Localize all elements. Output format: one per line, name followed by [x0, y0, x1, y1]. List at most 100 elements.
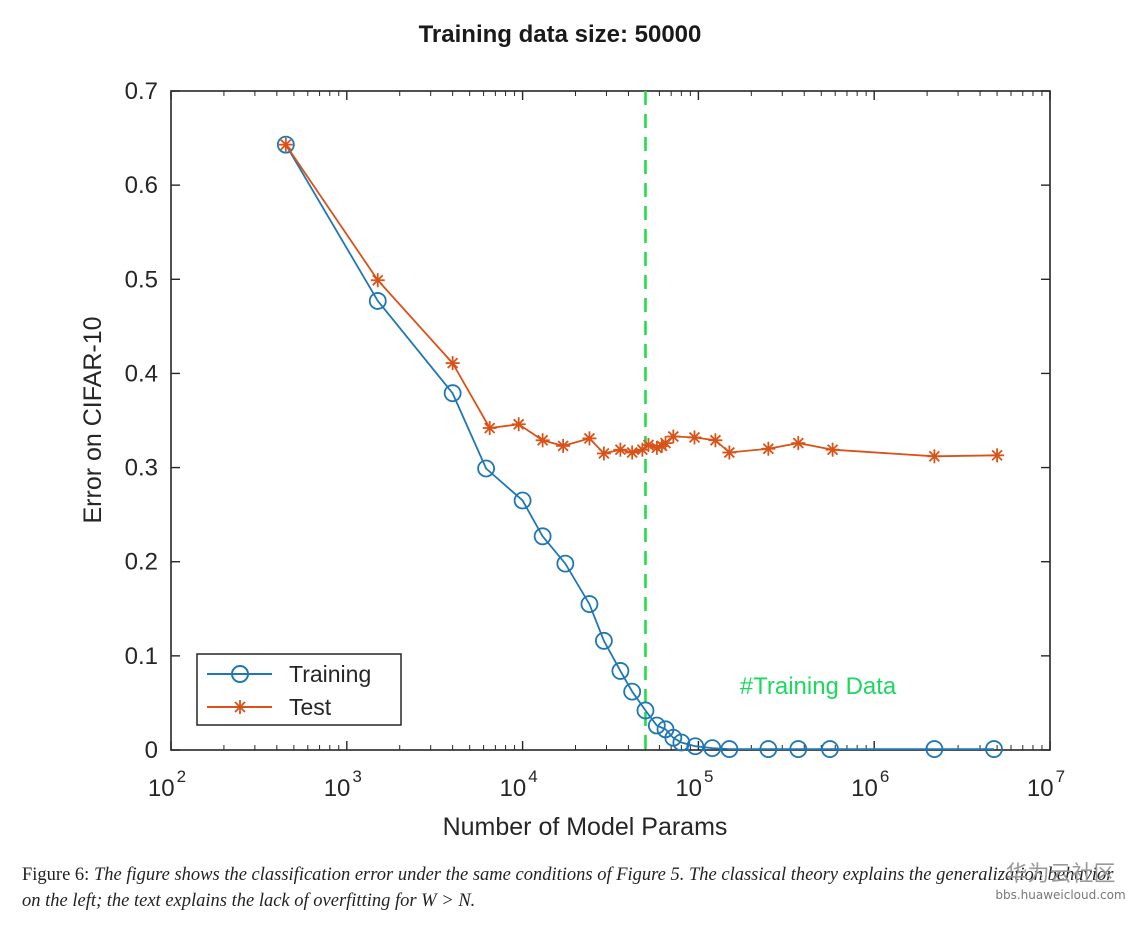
training-point — [985, 740, 1003, 758]
x-tick-exponent: 7 — [1056, 767, 1065, 786]
caption-text: The figure shows the classification erro… — [22, 865, 1114, 911]
y-tick-label: 0.1 — [125, 643, 158, 670]
star-stroke — [614, 444, 626, 456]
legend-training-marker — [231, 665, 249, 683]
star-stroke — [723, 446, 735, 459]
test-point — [445, 356, 460, 371]
test-point — [666, 429, 681, 444]
legend-box — [196, 653, 402, 726]
plot-frame — [170, 90, 1051, 751]
series-test — [278, 137, 1005, 464]
training-point — [580, 595, 599, 613]
y-axis-label: Error on CIFAR-10 — [79, 316, 107, 523]
training-point — [703, 739, 722, 758]
y-tick-label: 0.5 — [125, 266, 158, 293]
test-point — [658, 436, 673, 451]
y-tick-label: 0.6 — [125, 172, 158, 199]
star-stroke — [513, 418, 525, 430]
x-tick-exponent: 2 — [177, 767, 186, 786]
star-stroke — [762, 443, 774, 455]
star-stroke — [928, 450, 940, 462]
legend-test-label: Test — [289, 694, 332, 720]
test-point — [687, 430, 702, 445]
test-point — [708, 433, 723, 448]
axes-box — [170, 90, 1051, 751]
x-tick-label: 10 7 — [1027, 767, 1065, 802]
test-point — [278, 137, 293, 152]
star-stroke — [537, 434, 549, 446]
x-tick-exponent: 6 — [880, 767, 889, 786]
watermark-name: 华为云社区 — [1005, 862, 1116, 887]
test-point — [613, 442, 628, 457]
training-point — [636, 701, 655, 720]
x-tick-label: 10 2 — [148, 767, 186, 802]
training-point — [513, 491, 532, 510]
legend-test-star — [233, 700, 247, 714]
test-point — [825, 442, 840, 457]
training-point — [533, 527, 552, 546]
test-point — [722, 445, 737, 460]
star-stroke — [792, 437, 804, 449]
y-axis-ticks: 0 0.1 0.2 0.3 0.4 0.5 0.6 0.7 — [125, 78, 1050, 764]
x-axis-label: Number of Model Params — [443, 813, 728, 841]
test-point — [791, 436, 806, 451]
training-point — [720, 740, 739, 758]
x-tick-exponent: 4 — [528, 767, 537, 786]
training-point — [821, 740, 839, 758]
test-point — [990, 448, 1005, 463]
star-stroke — [636, 444, 648, 456]
training-point — [594, 631, 613, 650]
training-point — [686, 737, 705, 756]
test-point — [596, 446, 611, 461]
star-stroke — [667, 430, 679, 443]
legend-training-label: Training — [289, 661, 371, 687]
caption-label: Figure 6: — [22, 865, 90, 885]
chart-title: Training data size: 50000 — [419, 21, 702, 48]
x-tick-exponent: 5 — [704, 767, 713, 786]
series-layer — [276, 135, 1005, 758]
training-point — [789, 740, 808, 758]
star-stroke — [598, 447, 610, 460]
training-point — [368, 292, 387, 310]
training-point — [611, 662, 630, 680]
star-stroke — [557, 440, 569, 452]
training-point — [647, 716, 666, 735]
test-point — [482, 421, 497, 436]
test-point — [370, 273, 385, 288]
x-tick-label: 10 3 — [324, 767, 362, 802]
figure-caption: Figure 6: The figure shows the classific… — [22, 862, 1132, 914]
legend: Training Test — [196, 653, 402, 726]
star-stroke — [709, 434, 722, 446]
test-point — [761, 441, 776, 456]
star-stroke — [583, 432, 596, 444]
y-tick-label: 0.7 — [125, 78, 158, 105]
star-stroke — [991, 449, 1003, 461]
y-tick-label: 0.2 — [125, 549, 158, 576]
star-stroke — [447, 357, 459, 369]
series-training — [276, 135, 1003, 758]
training-point — [925, 740, 944, 758]
star-stroke — [484, 422, 496, 434]
training-point — [759, 740, 778, 758]
training-point — [276, 135, 295, 154]
reference-line-label: #Training Data — [740, 673, 897, 700]
y-tick-label: 0.3 — [125, 455, 158, 482]
test-point — [556, 438, 571, 453]
chart: Training data size: 50000 10 2 10 3 10 4 10 5 10… — [79, 21, 1065, 841]
x-tick-exponent: 3 — [352, 767, 361, 786]
training-point — [672, 733, 691, 752]
y-tick-label: 0 — [145, 737, 158, 764]
watermark: 华为云社区 bbs.huaweicloud.com — [988, 862, 1133, 902]
star-stroke — [827, 444, 839, 456]
training-point — [623, 682, 642, 701]
test-point — [927, 449, 942, 464]
watermark-url: bbs.huaweicloud.com — [995, 888, 1126, 902]
test-point — [535, 433, 550, 448]
test-point — [582, 431, 597, 446]
x-tick-label: 10 6 — [851, 767, 889, 802]
training-point — [477, 459, 496, 478]
star-stroke — [688, 431, 701, 444]
star-stroke — [280, 139, 292, 151]
training-point — [443, 384, 462, 403]
